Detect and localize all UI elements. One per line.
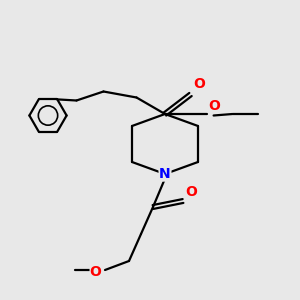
Text: O: O [193, 77, 205, 91]
Text: N: N [159, 167, 171, 181]
Text: O: O [208, 98, 220, 112]
Text: O: O [89, 265, 101, 278]
Text: O: O [185, 185, 197, 200]
